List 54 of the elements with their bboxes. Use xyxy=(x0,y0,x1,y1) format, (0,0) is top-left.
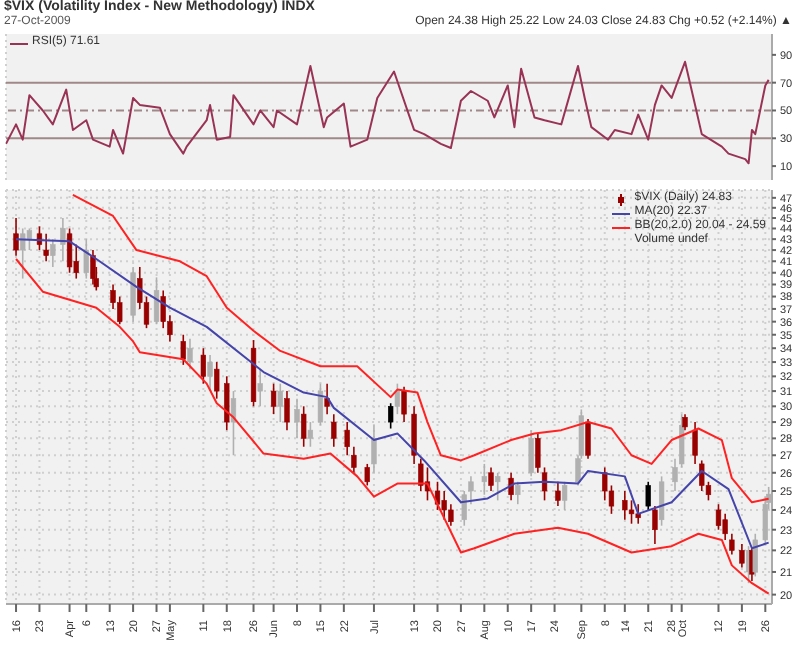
candlestick xyxy=(214,361,220,400)
candlestick xyxy=(752,532,758,578)
candlestick xyxy=(401,385,407,423)
candlestick xyxy=(200,347,206,385)
candlestick xyxy=(635,503,641,525)
candlestick xyxy=(441,490,447,521)
candlestick xyxy=(90,249,96,286)
candlestick xyxy=(344,421,350,457)
candlestick xyxy=(561,481,568,511)
line-series xyxy=(6,60,770,165)
line-series xyxy=(71,193,770,504)
candlestick xyxy=(652,505,658,545)
candlestick xyxy=(739,543,745,569)
candlestick xyxy=(20,227,26,280)
candlestick xyxy=(481,463,487,496)
candlestick xyxy=(301,405,307,448)
candlestick xyxy=(66,227,73,274)
candlestick xyxy=(488,466,494,492)
candlestick xyxy=(324,382,330,415)
candlestick xyxy=(508,471,514,502)
candlestick xyxy=(294,397,300,440)
candlestick xyxy=(628,499,635,525)
candlestick xyxy=(388,402,394,430)
candlestick xyxy=(130,266,136,323)
candlestick xyxy=(180,333,186,366)
line-series xyxy=(15,258,770,595)
candlestick xyxy=(60,217,66,263)
candlestick xyxy=(257,368,263,408)
candlestick xyxy=(270,382,277,415)
candlestick xyxy=(585,418,591,460)
candlestick xyxy=(658,475,665,527)
candlestick xyxy=(13,217,19,257)
candlestick xyxy=(364,463,370,487)
candlestick xyxy=(224,375,230,431)
candlestick xyxy=(43,232,49,263)
candlestick xyxy=(495,471,501,502)
candlestick xyxy=(645,481,651,511)
candlestick xyxy=(351,445,357,474)
candlestick xyxy=(230,390,237,457)
candlestick xyxy=(207,354,213,392)
candlestick xyxy=(331,413,337,448)
candlestick xyxy=(555,481,561,507)
candlestick xyxy=(394,382,400,415)
candlestick xyxy=(371,424,377,474)
candlestick xyxy=(317,382,324,427)
candlestick xyxy=(83,238,89,280)
candlestick xyxy=(50,238,56,268)
candlestick xyxy=(622,490,628,521)
candlestick xyxy=(307,421,314,448)
candlestick xyxy=(153,276,160,326)
candlestick xyxy=(284,390,290,431)
candlestick xyxy=(277,382,283,423)
candlestick xyxy=(187,337,193,370)
candlestick xyxy=(528,429,534,478)
